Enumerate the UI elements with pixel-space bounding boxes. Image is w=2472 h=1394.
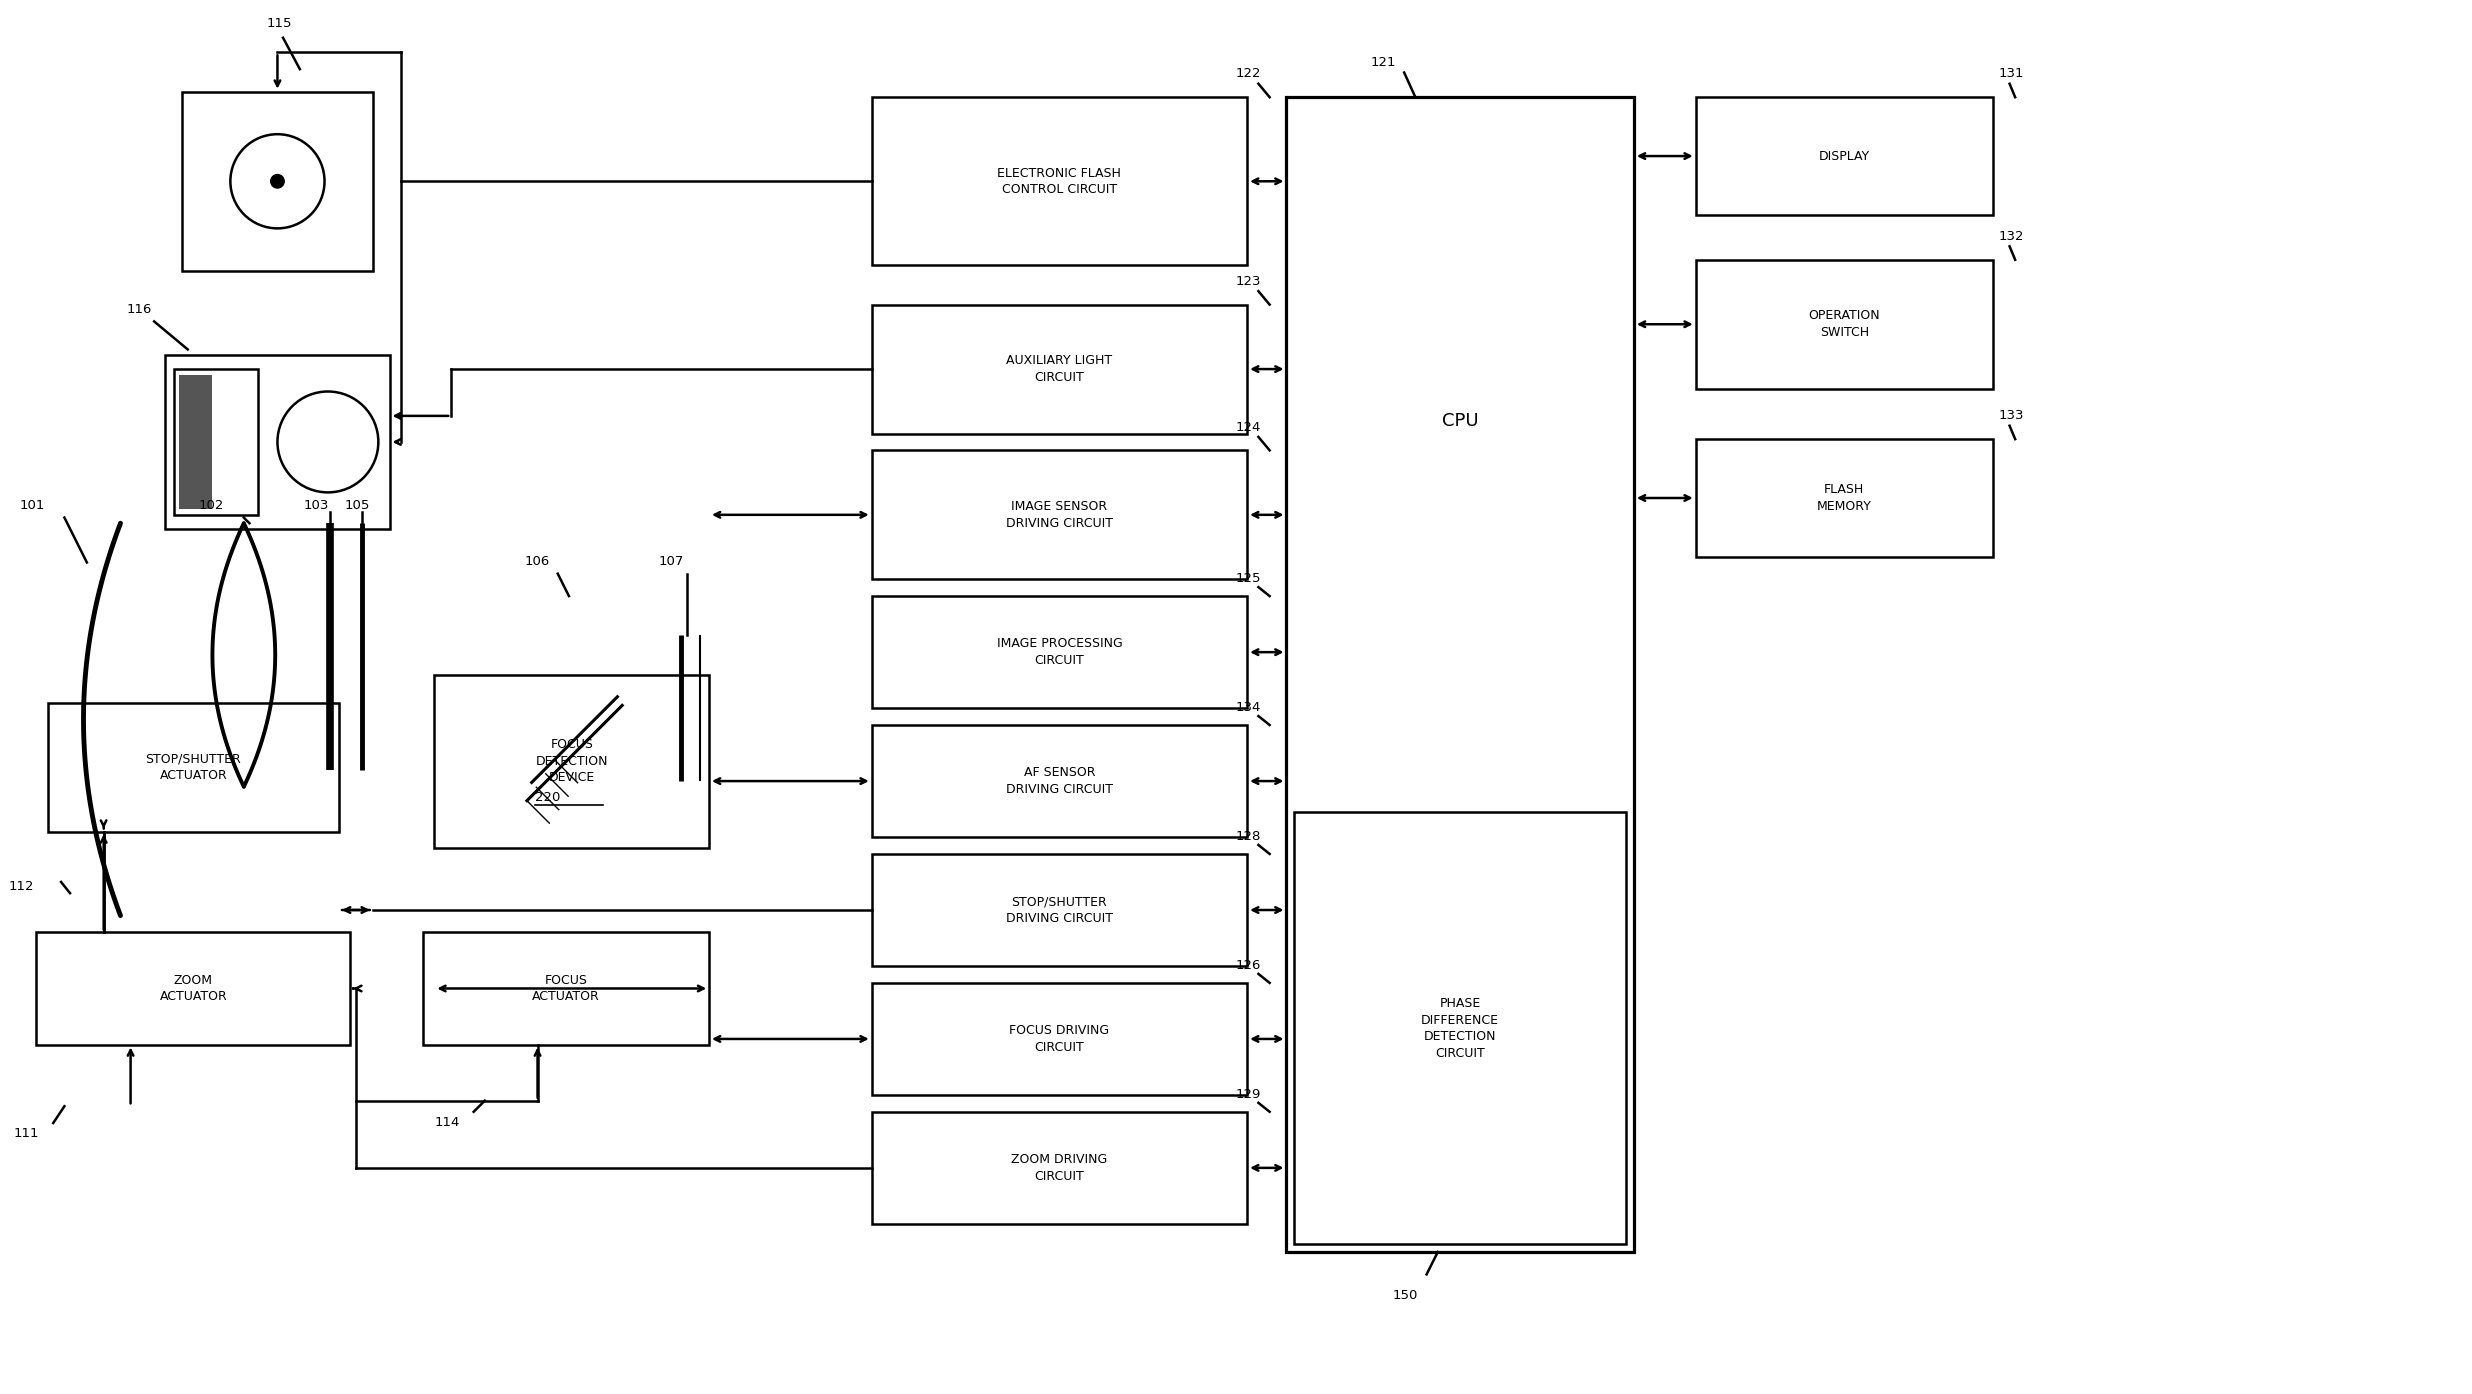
Text: 102: 102 [198,499,225,512]
Text: 129: 129 [1236,1087,1261,1101]
Text: ELECTRONIC FLASH
CONTROL CIRCUIT: ELECTRONIC FLASH CONTROL CIRCUIT [999,166,1122,197]
Bar [183,92,373,270]
Text: 133: 133 [1997,410,2025,422]
Circle shape [272,174,284,188]
Bar [37,933,351,1044]
Bar [873,597,1248,708]
Bar [873,725,1248,838]
Text: CPU: CPU [1441,411,1478,429]
Bar [1295,813,1627,1243]
Text: AF SENSOR
DRIVING CIRCUIT: AF SENSOR DRIVING CIRCUIT [1006,767,1112,796]
Text: 134: 134 [1236,701,1261,714]
Text: FOCUS DRIVING
CIRCUIT: FOCUS DRIVING CIRCUIT [1009,1025,1110,1054]
Text: 101: 101 [20,499,44,512]
Bar [873,983,1248,1096]
Text: 111: 111 [15,1126,40,1140]
Text: OPERATION
SWITCH: OPERATION SWITCH [1810,309,1881,339]
Bar [873,305,1248,434]
Text: PHASE
DIFFERENCE
DETECTION
CIRCUIT: PHASE DIFFERENCE DETECTION CIRCUIT [1421,997,1498,1059]
Text: 103: 103 [304,499,329,512]
Bar [873,855,1248,966]
Bar [176,368,260,516]
Bar [178,375,213,509]
Bar [1285,98,1634,1252]
Bar [1696,259,1992,389]
Text: 131: 131 [1997,67,2025,81]
Bar [47,703,339,832]
Text: 220: 220 [536,790,561,803]
Text: FOCUS
DETECTION
DEVICE: FOCUS DETECTION DEVICE [536,739,608,785]
Text: 124: 124 [1236,421,1261,434]
Bar [166,355,391,528]
Text: 114: 114 [435,1115,460,1129]
Text: 115: 115 [267,17,292,29]
Bar [873,98,1248,265]
Text: IMAGE PROCESSING
CIRCUIT: IMAGE PROCESSING CIRCUIT [996,637,1122,666]
Text: 106: 106 [524,555,549,569]
Text: 122: 122 [1236,67,1261,81]
Text: AUXILIARY LIGHT
CIRCUIT: AUXILIARY LIGHT CIRCUIT [1006,354,1112,383]
Bar [178,375,213,509]
Text: 132: 132 [1997,230,2025,243]
Text: 121: 121 [1369,56,1397,70]
Text: 150: 150 [1392,1289,1419,1302]
Bar [423,933,709,1044]
Text: DISPLAY: DISPLAY [1819,149,1869,163]
Bar [1696,439,1992,556]
Text: FLASH
MEMORY: FLASH MEMORY [1817,484,1871,513]
Text: STOP/SHUTTER
DRIVING CIRCUIT: STOP/SHUTTER DRIVING CIRCUIT [1006,895,1112,924]
Bar [435,675,709,849]
Text: 107: 107 [658,555,685,569]
Bar [873,1112,1248,1224]
Bar [1696,98,1992,215]
Text: ZOOM
ACTUATOR: ZOOM ACTUATOR [161,974,227,1004]
Text: STOP/SHUTTER
ACTUATOR: STOP/SHUTTER ACTUATOR [146,753,242,782]
Text: 105: 105 [344,499,371,512]
Text: FOCUS
ACTUATOR: FOCUS ACTUATOR [531,974,601,1004]
Text: 116: 116 [126,302,151,316]
Text: IMAGE SENSOR
DRIVING CIRCUIT: IMAGE SENSOR DRIVING CIRCUIT [1006,500,1112,530]
Bar [873,450,1248,580]
Text: 112: 112 [7,880,35,894]
Text: 126: 126 [1236,959,1261,972]
Text: 123: 123 [1236,275,1261,287]
Text: ZOOM DRIVING
CIRCUIT: ZOOM DRIVING CIRCUIT [1011,1153,1107,1182]
Text: 125: 125 [1236,572,1261,585]
Text: 128: 128 [1236,829,1261,843]
